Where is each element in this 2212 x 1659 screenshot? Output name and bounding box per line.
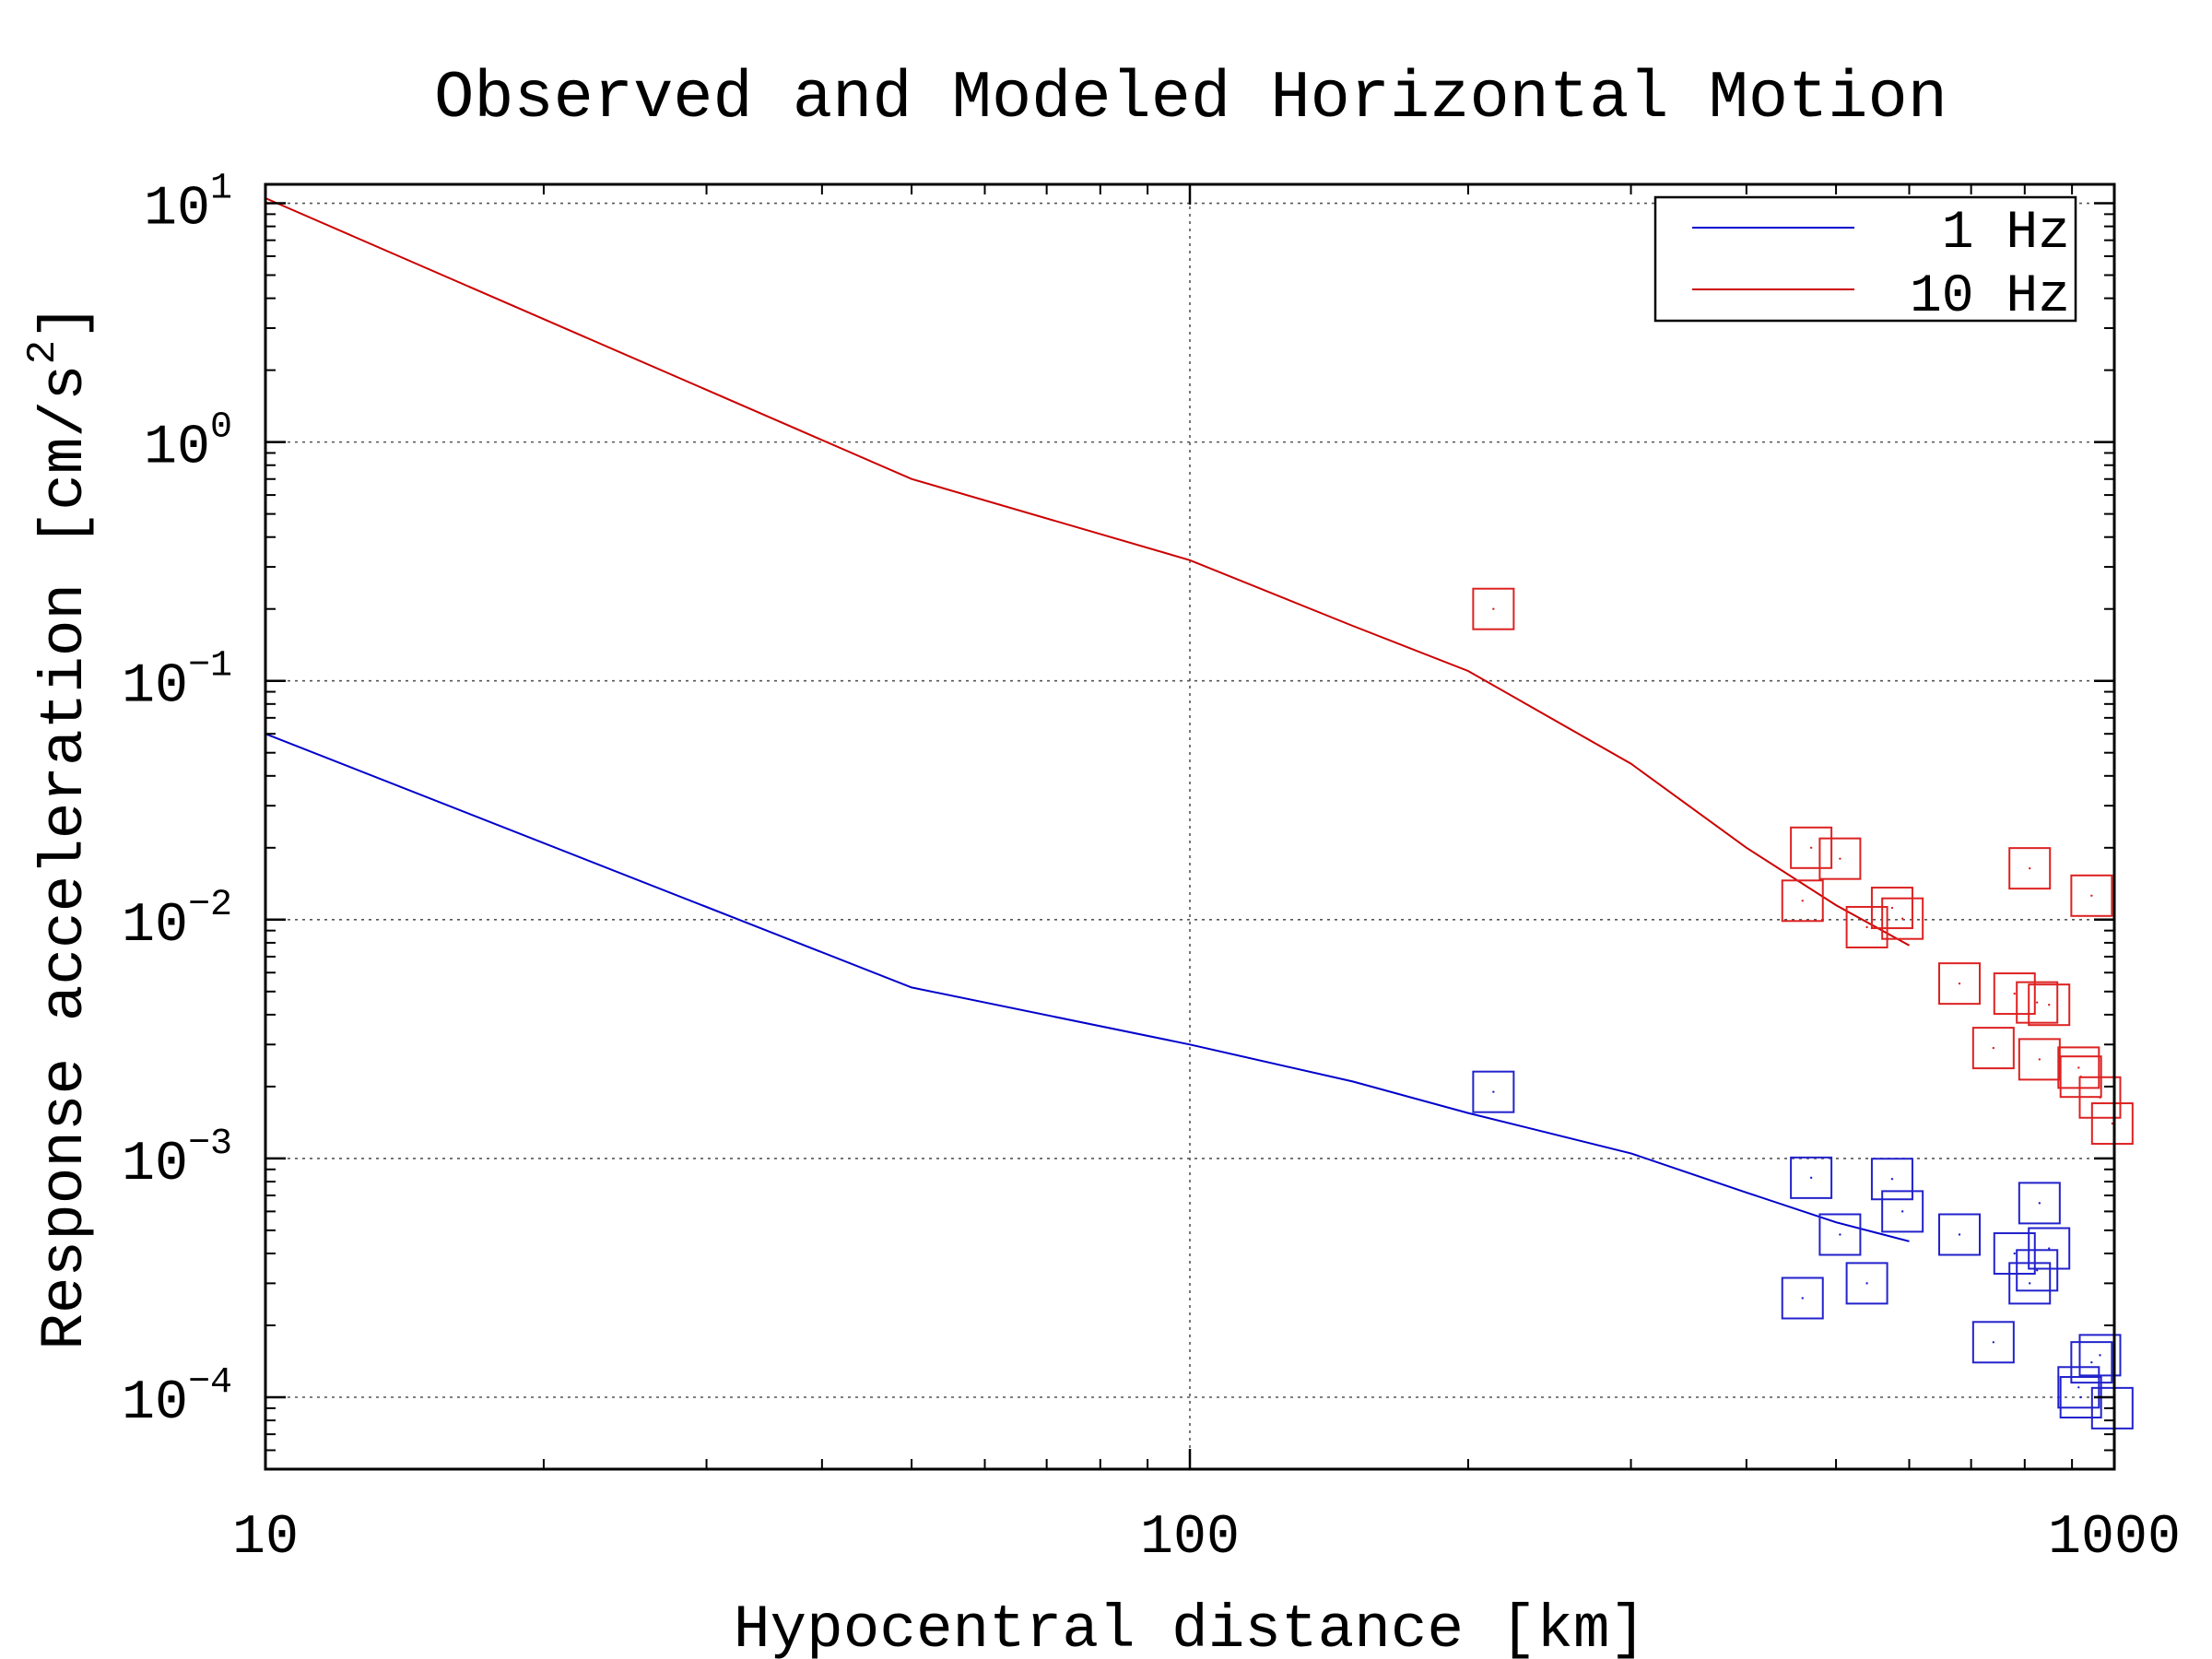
data-point-square xyxy=(1993,1232,2036,1276)
y-tick-label: 10−1 xyxy=(122,646,232,719)
data-point-square xyxy=(2090,1386,2134,1430)
data-point-square xyxy=(2016,1249,2059,1292)
data-point-dot xyxy=(2111,1122,2114,1125)
data-point-square xyxy=(2016,981,2059,1024)
legend: 1 Hz 10 Hz xyxy=(1653,195,2077,327)
data-point-square xyxy=(1881,1190,1924,1233)
data-point-dot xyxy=(2038,1202,2041,1205)
data-point-square xyxy=(1818,1213,1862,1256)
series-lines xyxy=(265,197,1910,1242)
y-axis-label-superscript: 2 xyxy=(20,340,66,364)
x-tick-label: 1000 xyxy=(2048,1507,2181,1570)
data-point-square xyxy=(1971,1027,2015,1070)
y-axis-label: Response acceleration [cm/s2] xyxy=(20,303,100,1349)
data-point-dot xyxy=(2013,992,2016,995)
data-point-dot xyxy=(2048,1003,2051,1006)
data-point-dot xyxy=(2029,1282,2031,1285)
data-point-dot xyxy=(1958,1233,1961,1236)
x-axis-label: Hypocentral distance [km] xyxy=(734,1595,1646,1659)
data-point-dot xyxy=(2099,1354,2101,1357)
data-point-dot xyxy=(2079,1395,2082,1399)
data-point-dot xyxy=(1801,900,1804,902)
data-point-square xyxy=(1790,826,1833,869)
data-point-dot xyxy=(1992,1341,1995,1344)
data-point-square xyxy=(1472,1070,1515,1113)
data-point-square xyxy=(2008,847,2052,890)
data-point-dot xyxy=(2077,1386,2080,1389)
data-point-dot xyxy=(2090,894,2093,898)
data-point-square xyxy=(1781,1277,1824,1320)
data-point-square xyxy=(1993,972,2036,1016)
data-point-dot xyxy=(1992,1046,1995,1050)
data-point-dot xyxy=(2090,1360,2093,1364)
y-axis-label-main: Response acceleration [cm/s xyxy=(30,364,100,1349)
data-point-dot xyxy=(2029,866,2031,870)
data-point-square xyxy=(1781,879,1824,923)
data-point-square xyxy=(1938,962,1982,1006)
data-point-dot xyxy=(2036,1269,2039,1272)
legend-label-1hz: 1 Hz xyxy=(1942,204,2070,264)
data-point-square xyxy=(1790,1156,1833,1199)
data-point-square xyxy=(1938,1213,1982,1256)
data-point-square xyxy=(2078,1334,2122,1377)
series-line-1 xyxy=(265,197,1910,947)
data-point-square xyxy=(1818,837,1862,880)
y-tick-labels: 101 100 10−1 10−2 10−3 10−4 xyxy=(122,169,232,1435)
y-tick-label: 101 xyxy=(144,169,232,241)
data-point-square xyxy=(1881,897,1924,940)
data-point-square xyxy=(2018,1182,2061,1225)
data-point-dot xyxy=(1809,846,1813,850)
data-point-square xyxy=(2070,1341,2113,1384)
data-point-square xyxy=(1870,887,1913,930)
data-point-dot xyxy=(1865,1282,1868,1285)
data-point-square xyxy=(1870,1158,1913,1201)
data-point-dot xyxy=(2038,1058,2041,1061)
data-point-dot xyxy=(1958,982,1961,985)
legend-box xyxy=(1653,195,2077,323)
data-point-dot xyxy=(1900,1210,1904,1213)
data-point-square xyxy=(2008,1262,2052,1305)
data-point-dot xyxy=(2048,1247,2051,1250)
data-point-dot xyxy=(2077,1066,2080,1069)
axis-ticks xyxy=(264,184,2116,1470)
data-point-dot xyxy=(1809,1176,1813,1180)
data-point-dot xyxy=(1492,1090,1495,1093)
data-point-square xyxy=(2028,983,2071,1027)
y-tick-label: 10−2 xyxy=(122,885,232,958)
legend-label-10hz: 10 Hz xyxy=(1910,267,2070,327)
data-point-dot xyxy=(1900,917,1904,920)
data-point-dot xyxy=(2099,1096,2101,1099)
data-point-dot xyxy=(2013,1252,2016,1255)
data-point-square xyxy=(1971,1321,2015,1364)
y-tick-label: 10−4 xyxy=(122,1362,232,1435)
data-point-square xyxy=(2028,1227,2071,1270)
data-point-square xyxy=(2090,1102,2134,1146)
data-point-dot xyxy=(2036,1001,2039,1004)
data-point-dot xyxy=(1839,1233,1841,1236)
data-point-square xyxy=(1472,587,1515,630)
data-point-square xyxy=(2070,874,2113,917)
data-point-dot xyxy=(1839,857,1841,860)
series-line-0 xyxy=(265,733,1910,1242)
data-markers xyxy=(1472,587,2134,1430)
chart-title: Observed and Modeled Horizontal Motion xyxy=(434,61,1947,136)
data-point-square xyxy=(1845,905,1888,948)
x-tick-label: 10 xyxy=(232,1507,299,1570)
data-point-square xyxy=(2078,1076,2122,1119)
y-axis-label-suffix: ] xyxy=(30,303,100,340)
data-point-dot xyxy=(1890,906,1894,910)
data-point-square xyxy=(2057,1046,2100,1089)
data-point-dot xyxy=(1890,1178,1894,1181)
data-point-dot xyxy=(1492,607,1495,610)
y-tick-label: 10−3 xyxy=(122,1124,232,1196)
data-point-dot xyxy=(1865,925,1868,929)
x-tick-label: 100 xyxy=(1140,1507,1240,1570)
data-point-dot xyxy=(1801,1297,1804,1300)
x-tick-labels: 10 100 1000 xyxy=(232,1507,2181,1570)
y-tick-label: 100 xyxy=(144,407,232,480)
data-point-square xyxy=(1845,1262,1888,1305)
